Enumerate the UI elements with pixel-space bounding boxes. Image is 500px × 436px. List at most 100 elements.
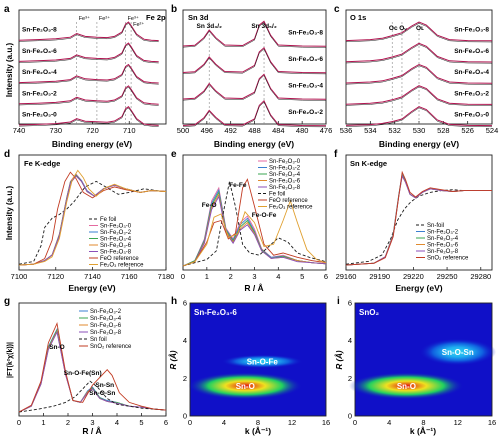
xps-fit — [345, 65, 493, 85]
x-tick-label: 476 — [320, 126, 333, 135]
legend-entry: Fe₂O₃ reference — [269, 205, 313, 211]
x-tick-label: 6 — [164, 418, 168, 427]
peak-annotation: Sn-O-Fe(Sn) — [64, 370, 102, 377]
series-label: Sn-Fe₂O₃-8 — [22, 27, 57, 34]
x-tick-label: 536 — [340, 126, 353, 135]
peak-label: Oᵥ — [399, 25, 407, 32]
peak-label: Fe²⁺ — [133, 21, 144, 28]
panel-f-frame — [345, 154, 493, 271]
xps-curve — [182, 73, 327, 100]
panel-c-plot: 536 534 532 530 528 526 524 Sn-Fe₂O₃-8 Sn-Fe₂O₃-… — [340, 21, 499, 135]
x-tick-label: 710 — [123, 126, 136, 135]
x-tick-label: 12 — [454, 418, 462, 427]
data-curve — [345, 173, 492, 266]
panel-b: 500 496 492 488 484 480 476 Sn-Fe₂O₃-8 Sn-Fe₂O₃-… — [171, 4, 332, 149]
data-curve — [182, 181, 327, 267]
x-tick-label: 3 — [252, 272, 256, 281]
xps-fit — [18, 22, 159, 43]
peak-annotation: Fe-O — [202, 202, 217, 209]
x-tick-label: 4 — [276, 272, 280, 281]
panel-f-corner-text: Sn K-edge — [350, 159, 387, 168]
x-tick-label: 524 — [486, 126, 499, 135]
x-tick-label: 480 — [296, 126, 309, 135]
panel-b-plot: 500 496 492 488 484 480 476 Sn-Fe₂O₃-8 Sn-Fe₂O₃-… — [177, 20, 333, 135]
x-tick-label: 3 — [90, 418, 94, 427]
panel-a-corner-text: Fe 2p — [146, 13, 166, 22]
series-label: Sn-Fe₂O₃-8 — [454, 27, 489, 34]
panel-b-xlabel: Binding energy (eV) — [214, 139, 294, 149]
data-curve — [18, 321, 167, 413]
x-tick-label: 534 — [364, 126, 377, 135]
data-curve — [18, 380, 167, 413]
x-tick-label: 496 — [201, 126, 214, 135]
series-label: Sn-Fe₂O₃-2 — [454, 90, 489, 97]
panel-i-plot: Sn-O Sn-O-Sn 0 4 8 12 16 0 2 4 6 — [348, 299, 496, 428]
data-curve — [345, 174, 492, 266]
x-tick-label: 29160 — [336, 272, 357, 281]
panel-e: 0 1 2 3 4 5 6Sn-Fe₂O₃-0Sn-Fe₂O₃-2Sn-Fe₂O₃-4Sn-… — [171, 149, 328, 293]
heatmap-annotation: Sn-O-Sn — [442, 348, 474, 357]
panel-i-letter: i — [337, 296, 340, 307]
data-curve — [345, 170, 492, 266]
panel-i: Sn-O Sn-O-Sn 0 4 8 12 16 0 2 4 6 i SnO₂ R (Å) k (Å… — [335, 296, 496, 436]
panel-a-ylabel: Intensity (a.u.) — [5, 43, 14, 98]
panel-h-ylabel: R (Å) — [169, 350, 178, 369]
x-tick-label: 7160 — [121, 272, 138, 281]
panel-g-xlabel: R / Å — [82, 426, 101, 436]
x-tick-label: 740 — [13, 126, 26, 135]
x-tick-label: 0 — [17, 418, 21, 427]
x-tick-label: 7120 — [47, 272, 64, 281]
x-tick-label: 2 — [229, 272, 233, 281]
y-tick-label: 4 — [183, 336, 187, 345]
series-label: Sn-Fe₂O₃-4 — [454, 69, 489, 76]
peak-annotation: Fe-O-Fe — [252, 212, 277, 219]
series-label: Sn-Fe₂O₃-2 — [288, 109, 323, 116]
x-tick-label: 6 — [324, 272, 328, 281]
xps-fit — [345, 44, 493, 64]
legend-entry: Sn-Fe₂O₃-0 — [100, 224, 132, 230]
x-tick-label: 8 — [421, 418, 425, 427]
peak-label: Sn 3d₅/₂ — [251, 23, 276, 30]
series-label: Sn-Fe₂O₃-6 — [22, 48, 57, 55]
xps-curve — [18, 85, 159, 105]
x-tick-label: 500 — [177, 126, 190, 135]
xps-curve — [345, 85, 493, 105]
panel-a-letter: a — [4, 4, 10, 15]
x-tick-label: 532 — [388, 126, 401, 135]
legend-entry: Sn-Fe₂O₃-6 — [427, 243, 459, 249]
x-tick-label: 12 — [288, 418, 296, 427]
x-tick-label: 0 — [353, 418, 357, 427]
panel-g-letter: g — [4, 296, 10, 307]
data-curve — [18, 180, 167, 265]
legend-entry: Sn-Fe₂O₃-6 — [269, 179, 301, 185]
xps-curve — [182, 20, 327, 47]
panel-i-ylabel: R (Å) — [335, 350, 344, 369]
legend-entry: Sn-Fe₂O₃-4 — [427, 236, 459, 242]
peak-annotation: Sn-O — [49, 344, 65, 351]
x-tick-label: 526 — [461, 126, 474, 135]
panel-c: 536 534 532 530 528 526 524 Sn-Fe₂O₃-8 Sn-Fe₂O₃-… — [334, 4, 498, 149]
xps-fit — [18, 43, 159, 64]
panel-i-corner-text: SnO₂ — [359, 308, 379, 317]
panel-d-letter: d — [4, 149, 10, 160]
panel-e-letter: e — [171, 149, 177, 160]
x-tick-label: 530 — [413, 126, 426, 135]
x-tick-label: 730 — [49, 126, 62, 135]
xps-curve — [345, 63, 493, 84]
panel-f-plot: 29160 29190 29220 29250 29280Sn-foilSn-Fe₂O₃… — [336, 170, 492, 281]
xps-curve — [18, 42, 159, 63]
heatmap-blob — [419, 338, 497, 366]
panel-i-xlabel: k (Å⁻¹) — [410, 426, 436, 436]
panel-d-ylabel: Intensity (a.u.) — [5, 186, 14, 241]
series-label: Sn-Fe₂O₃-4 — [288, 83, 323, 90]
x-tick-label: 4 — [222, 418, 226, 427]
xps-fit — [345, 86, 493, 106]
x-tick-label: 5 — [300, 272, 304, 281]
panel-c-xlabel: Binding energy (eV) — [379, 139, 459, 149]
xps-curve — [345, 106, 493, 127]
legend-entry: Fe foil — [269, 192, 285, 198]
panel-h-xlabel: k (Å⁻¹) — [245, 426, 271, 436]
xps-curve — [18, 106, 159, 126]
